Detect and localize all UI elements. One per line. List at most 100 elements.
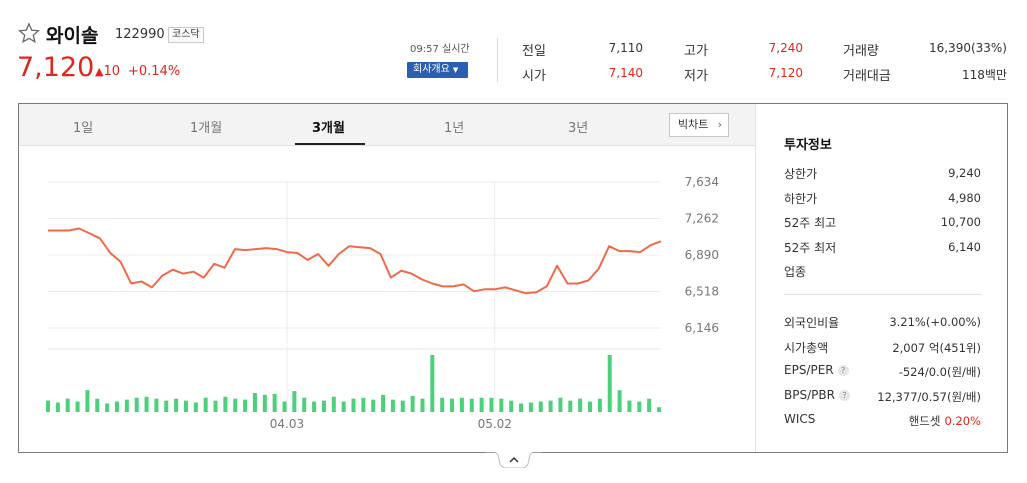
volume-bar bbox=[46, 400, 50, 412]
volume-bar bbox=[85, 390, 90, 412]
quote-label: 시가 bbox=[522, 69, 546, 84]
realtime-timestamp: 09:57 실시간 bbox=[410, 44, 470, 55]
invest-label: 업종 bbox=[784, 265, 807, 279]
volume-bar bbox=[95, 398, 100, 412]
tab-period[interactable]: 1개월 bbox=[190, 121, 223, 136]
invest-label-text: 시가총액 bbox=[784, 340, 829, 355]
volume-bar bbox=[528, 402, 533, 412]
volume-bar bbox=[509, 400, 514, 412]
bigchart-button[interactable]: 빅차트 › bbox=[669, 113, 729, 137]
tab-period[interactable]: 3년 bbox=[568, 121, 589, 136]
invest-title: 투자정보 bbox=[784, 138, 832, 153]
volume-bar bbox=[627, 400, 632, 412]
chart-container: 1일 1개월 3개월 1년 3년 빅차트 › 7,634 7,262 6,890 6,518 6,… bbox=[18, 103, 1008, 453]
company-overview-label: 회사개요 bbox=[413, 64, 450, 75]
volume-bar bbox=[568, 400, 573, 412]
x-tick-label: 05.02 bbox=[478, 417, 512, 431]
volume-bar bbox=[440, 397, 445, 412]
favorite-star-icon[interactable] bbox=[18, 22, 40, 44]
quote-label: 거래대금 bbox=[843, 69, 891, 84]
chevron-right-icon: › bbox=[717, 118, 722, 131]
invest-label: 외국인비율 bbox=[784, 314, 839, 331]
invest-value-text: -524/0.0(원/배) bbox=[898, 365, 981, 379]
help-icon[interactable]: ? bbox=[838, 389, 850, 401]
volume-bar bbox=[183, 400, 188, 412]
invest-value: 핸드셋 0.20% bbox=[909, 413, 981, 429]
tab-period[interactable]: 1일 bbox=[73, 121, 94, 136]
volume-bar bbox=[105, 403, 110, 412]
quote-label: 전일 bbox=[522, 44, 546, 59]
invest-divider bbox=[784, 294, 982, 295]
volume-bar bbox=[558, 397, 563, 412]
x-tick-label: 04.03 bbox=[270, 417, 304, 431]
invest-label: 상한가 bbox=[784, 167, 818, 181]
y-tick-label: 6,890 bbox=[685, 248, 719, 262]
volume-bar bbox=[647, 398, 652, 412]
volume-bar bbox=[450, 398, 455, 412]
volume-bar bbox=[607, 355, 612, 412]
quote-label: 저가 bbox=[684, 69, 708, 84]
volume-bar bbox=[361, 397, 366, 412]
stock-header: 와이솔 122990 코스닥 7,120 ▲10 +0.14% 09:57 실시간… bbox=[0, 0, 1027, 100]
price-line bbox=[48, 227, 662, 295]
volume-bar bbox=[144, 396, 149, 412]
volume-bar bbox=[65, 398, 70, 412]
invest-value-text: 3.21%(+0.00%) bbox=[889, 315, 981, 329]
quote-label: 거래량 bbox=[843, 44, 879, 59]
invest-label: 52주 최고 bbox=[784, 216, 837, 230]
volume-bar bbox=[134, 397, 139, 412]
invest-value-text: 핸드셋 bbox=[908, 414, 941, 428]
stock-name: 와이솔 bbox=[46, 25, 99, 47]
chevron-up-icon bbox=[509, 456, 519, 463]
investment-info-panel: 투자정보 상한가 9,240 하한가 4,980 52주 최고 10,700 52주 최저 6… bbox=[755, 104, 1007, 452]
quote-value: 16,390(33%) bbox=[928, 41, 1007, 55]
invest-label: BPS/PBR? bbox=[784, 388, 850, 402]
collapse-toggle[interactable] bbox=[486, 452, 542, 468]
stock-code: 122990 bbox=[115, 27, 165, 42]
volume-bar bbox=[164, 400, 169, 412]
volume-bar bbox=[400, 400, 405, 412]
invest-value: 12,377/0.57(원/배) bbox=[877, 389, 981, 405]
volume-bar bbox=[272, 393, 277, 412]
invest-label-text: 외국인비율 bbox=[784, 316, 840, 330]
volume-bar bbox=[538, 401, 543, 412]
volume-bar bbox=[193, 402, 198, 412]
volume-bar bbox=[617, 390, 622, 412]
volume-bar bbox=[341, 401, 346, 412]
volume-bar bbox=[174, 398, 179, 412]
volume-bar bbox=[312, 401, 317, 412]
volume-bar bbox=[154, 398, 159, 412]
volume-bar bbox=[548, 400, 553, 412]
volume-bar bbox=[489, 397, 494, 412]
help-icon[interactable]: ? bbox=[837, 365, 849, 376]
invest-label-text: EPS/PER bbox=[784, 363, 834, 377]
change-percent: +0.14% bbox=[128, 64, 181, 79]
quote-value: 7,140 bbox=[608, 66, 643, 80]
volume-bar bbox=[124, 399, 129, 412]
quote-value: 118백만 bbox=[962, 68, 1007, 82]
volume-bar bbox=[252, 393, 257, 412]
volume-bar bbox=[420, 398, 425, 412]
invest-label: 하한가 bbox=[784, 191, 818, 206]
invest-value: 6,140 bbox=[948, 239, 981, 254]
volume-bar bbox=[459, 397, 464, 412]
active-tab-underline bbox=[295, 143, 365, 145]
invest-value: 2,007 억(451위) bbox=[892, 340, 981, 356]
volume-bar bbox=[588, 401, 593, 412]
invest-value-text: 12,377/0.57(원/배) bbox=[877, 389, 981, 404]
bigchart-label: 빅차트 bbox=[678, 118, 709, 131]
tab-period[interactable]: 1년 bbox=[444, 121, 465, 136]
tab-period[interactable]: 3개월 bbox=[312, 121, 345, 136]
volume-bar bbox=[203, 397, 208, 412]
volume-bar bbox=[578, 398, 583, 412]
invest-value: 9,240 bbox=[948, 166, 981, 180]
volume-bar bbox=[657, 407, 661, 412]
company-overview-button[interactable]: 회사개요 ▼ bbox=[407, 62, 468, 78]
volume-bar bbox=[321, 400, 326, 412]
invest-label: 시가총액 bbox=[784, 339, 828, 356]
header-divider bbox=[497, 38, 498, 82]
invest-value: 10,700 bbox=[940, 215, 981, 229]
invest-value: 3.21%(+0.00%) bbox=[889, 315, 981, 329]
y-tick-label: 7,634 bbox=[685, 175, 719, 189]
quote-label: 고가 bbox=[684, 44, 708, 59]
